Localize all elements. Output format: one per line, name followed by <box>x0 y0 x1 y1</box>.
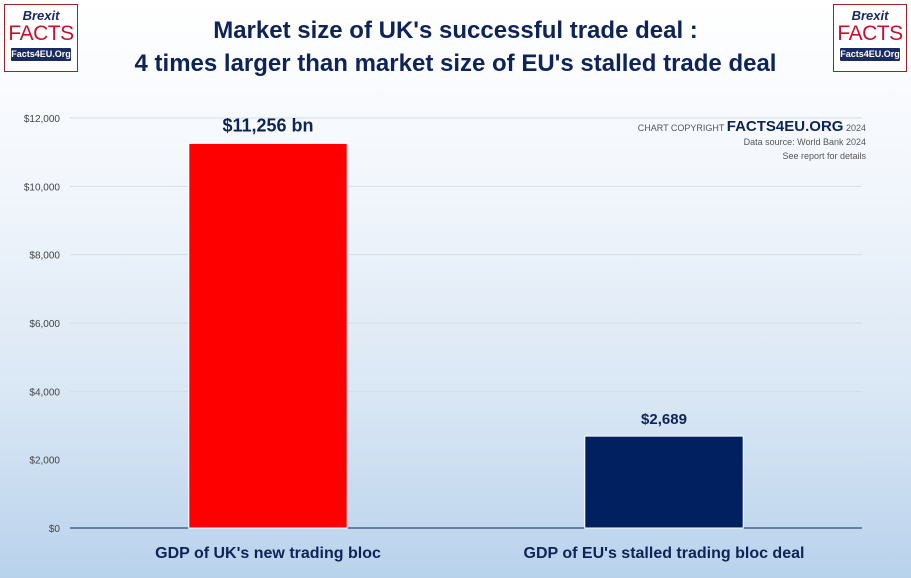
chart-title-line-2: 4 times larger than market size of EU's … <box>134 50 777 77</box>
y-tick-label: $0 <box>49 524 61 535</box>
bar-1 <box>188 142 348 529</box>
copyright-site: FACTS4EU.ORG <box>726 118 844 135</box>
data-source: Data source: World Bank 2024 <box>743 137 866 147</box>
y-tick-label: $10,000 <box>24 182 61 193</box>
y-tick-label: $2,000 <box>29 456 60 467</box>
logo-line-site: Facts4EU.Org <box>840 48 900 61</box>
logo-line-site: Facts4EU.Org <box>11 48 71 61</box>
copyright-year: 2024 <box>845 123 866 133</box>
data-label-1: $11,256 bn <box>222 115 313 135</box>
report-note: See report for details <box>782 151 866 161</box>
brexit-facts-logo-left: Brexit FACTS Facts4EU.Org <box>4 4 78 72</box>
y-tick-label: $6,000 <box>29 319 60 330</box>
chart-title-line-1: Market size of UK's successful trade dea… <box>213 17 698 44</box>
y-tick-label: $8,000 <box>29 251 60 262</box>
x-category-label: GDP of EU's stalled trading bloc deal <box>524 545 805 562</box>
logo-line-brexit: Brexit <box>851 8 889 23</box>
brexit-facts-logo-right: Brexit FACTS Facts4EU.Org <box>833 4 907 72</box>
logo-line-facts: FACTS <box>837 22 903 45</box>
copyright-prefix: CHART COPYRIGHT <box>637 123 725 133</box>
data-label-2: $2,689 <box>641 411 687 428</box>
x-category-label: GDP of UK's new trading bloc <box>155 545 381 562</box>
bar-2 <box>584 435 744 529</box>
y-tick-label: $4,000 <box>29 387 60 398</box>
y-tick-label: $12,000 <box>24 114 61 125</box>
chart-title: Market size of UK's successful trade dea… <box>90 14 821 80</box>
logo-line-facts: FACTS <box>8 22 74 45</box>
logo-line-brexit: Brexit <box>22 8 60 23</box>
copyright-notice: CHART COPYRIGHT FACTS4EU.ORG 2024 Data s… <box>637 118 866 163</box>
